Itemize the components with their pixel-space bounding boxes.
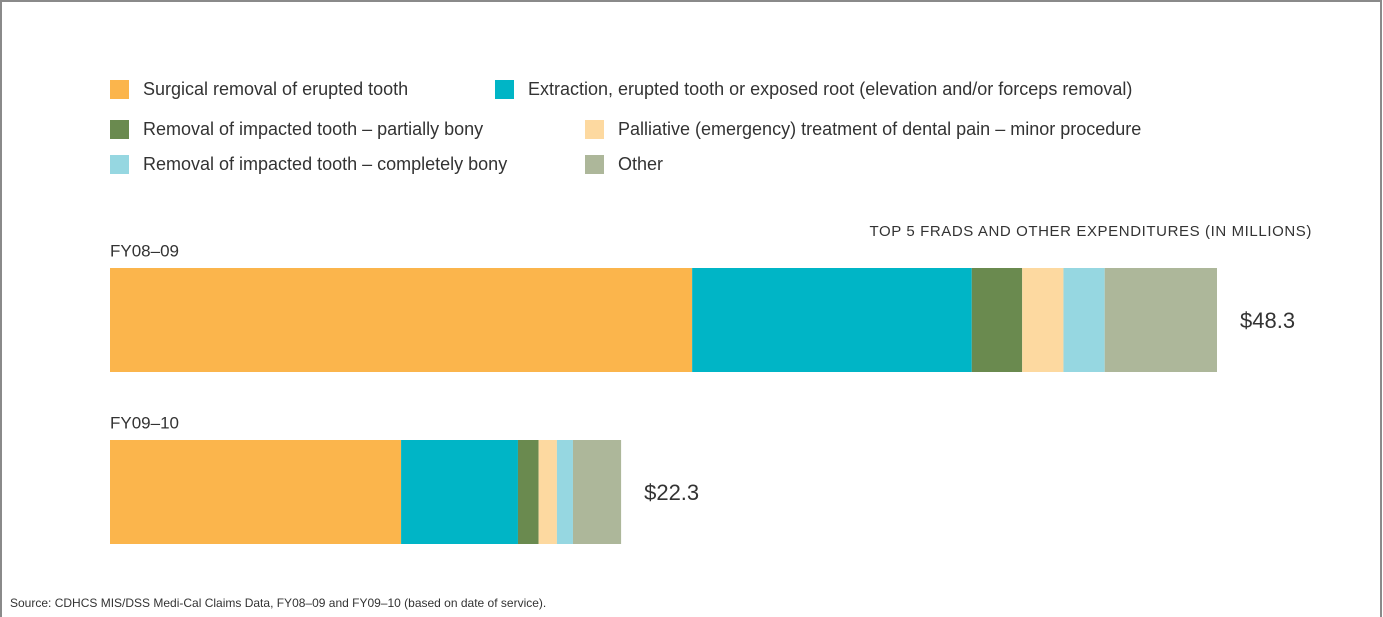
bar-segment [110, 440, 402, 544]
total-label: $22.3 [644, 480, 699, 505]
legend-label: Surgical removal of erupted tooth [143, 79, 408, 99]
legend-swatch [110, 155, 129, 174]
bar-segment [110, 268, 693, 372]
bar-segment [572, 440, 622, 544]
legend-swatch [110, 80, 129, 99]
chart-subtitle: TOP 5 FRADS AND OTHER EXPENDITURES (IN M… [870, 223, 1313, 240]
legend-label: Removal of impacted tooth – partially bo… [143, 119, 483, 139]
bar-segment [538, 440, 557, 544]
legend-swatch [585, 120, 604, 139]
source-note: Source: CDHCS MIS/DSS Medi-Cal Claims Da… [10, 596, 546, 610]
legend-swatch [585, 155, 604, 174]
bar-segment [1104, 268, 1217, 372]
bar-segment [692, 268, 972, 372]
legend-swatch [495, 80, 514, 99]
category-label: FY08–09 [110, 241, 179, 260]
legend-label: Removal of impacted tooth – completely b… [143, 154, 507, 174]
bar-segment [517, 440, 539, 544]
bar-segment [401, 440, 518, 544]
bar-segment [556, 440, 573, 544]
bar-segment [1022, 268, 1064, 372]
total-label: $48.3 [1240, 308, 1295, 333]
legend-swatch [110, 120, 129, 139]
bar-segment [971, 268, 1023, 372]
category-label: FY09–10 [110, 413, 179, 432]
legend-label: Palliative (emergency) treatment of dent… [618, 119, 1141, 139]
bar-segment [1063, 268, 1105, 372]
legend-label: Extraction, erupted tooth or exposed roo… [528, 79, 1132, 99]
legend-label: Other [618, 154, 663, 174]
